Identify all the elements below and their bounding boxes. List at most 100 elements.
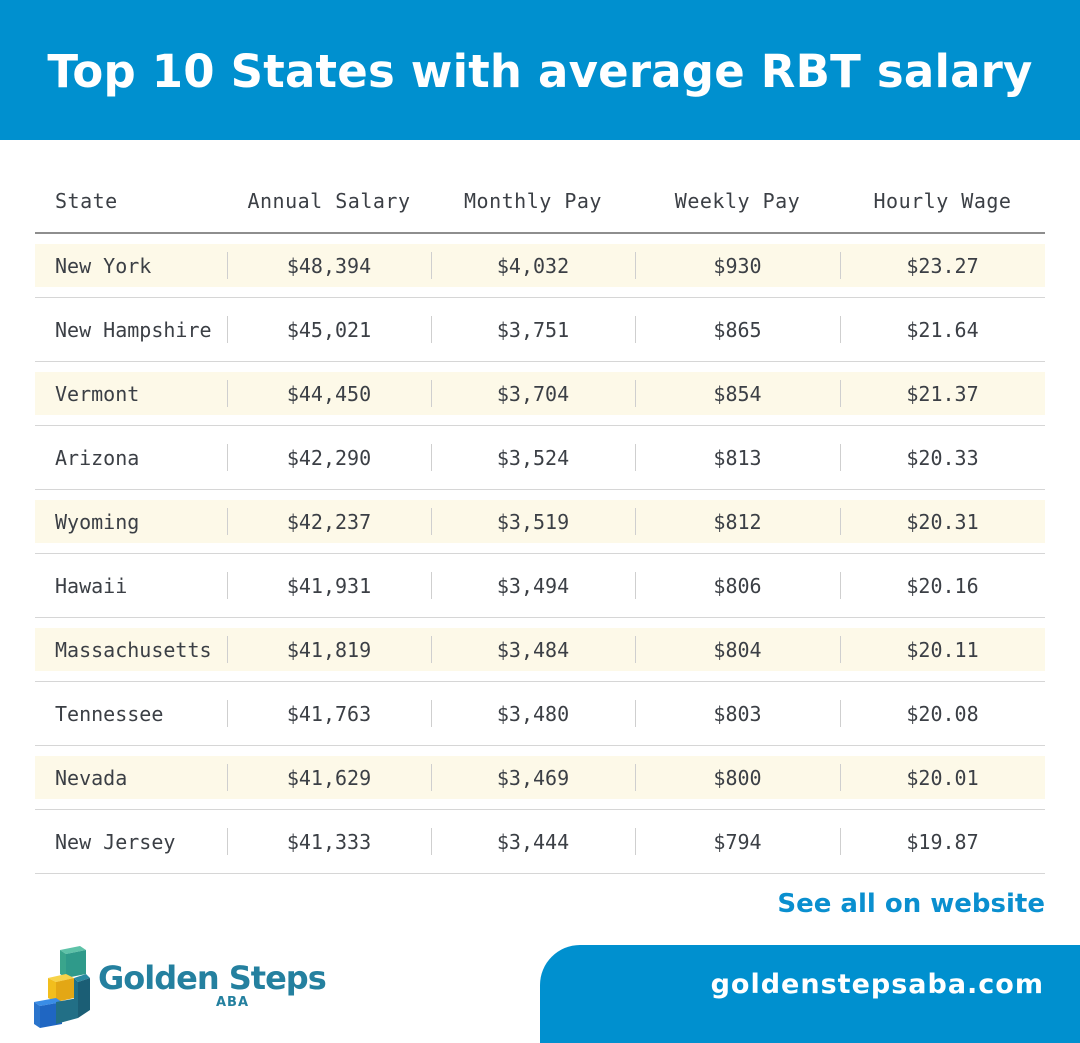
cell-hourly-wage: $20.08 [906,701,979,726]
column-divider [840,828,841,855]
domain-text[interactable]: goldenstepsaba.com [710,969,1044,1000]
table-body: New York $48,394 $4,032 $930 $23.27 New Hamps… [35,234,1045,874]
column-divider [227,316,228,343]
cell-hourly-wage: $20.33 [906,445,979,470]
column-divider [431,572,432,599]
column-divider [227,636,228,663]
column-divider [635,572,636,599]
cell-annual-salary: $48,394 [286,253,372,278]
column-divider [840,380,841,407]
table-row: New Jersey $41,333 $3,444 $794 $19.87 [35,810,1045,874]
column-divider [840,252,841,279]
column-divider [431,444,432,471]
cell-weekly-pay: $804 [713,637,762,662]
table-row: Vermont $44,450 $3,704 $854 $21.37 [35,362,1045,426]
column-divider [840,764,841,791]
column-divider [635,764,636,791]
column-divider [635,700,636,727]
cell-hourly-wage: $21.64 [906,317,979,342]
cell-annual-salary: $41,763 [286,701,372,726]
cell-annual-salary: $42,290 [286,445,372,470]
cell-monthly-pay: $3,480 [496,701,570,726]
column-divider [840,316,841,343]
column-divider [431,252,432,279]
column-divider [840,508,841,535]
column-divider [635,444,636,471]
column-divider [635,380,636,407]
cell-state: New Jersey [55,829,176,854]
cell-monthly-pay: $3,519 [496,509,570,534]
cell-hourly-wage: $20.16 [906,573,979,598]
cell-state: Massachusetts [55,637,212,662]
logo-sub: ABA [216,995,250,1010]
header-state: State [55,189,118,213]
table-row: New Hampshire $45,021 $3,751 $865 $21.64 [35,298,1045,362]
cell-state: New Hampshire [55,317,212,342]
column-divider [840,636,841,663]
header-monthly-pay: Monthly Pay [464,189,602,213]
column-divider [431,636,432,663]
cell-hourly-wage: $21.37 [906,381,979,406]
column-divider [431,316,432,343]
column-divider [431,508,432,535]
cell-weekly-pay: $930 [713,253,762,278]
column-divider [227,764,228,791]
cell-annual-salary: $42,237 [286,509,372,534]
cell-monthly-pay: $3,444 [496,829,570,854]
column-divider [840,572,841,599]
header-banner: Top 10 States with average RBT salary [0,0,1080,140]
column-divider [635,508,636,535]
cell-state: Nevada [55,765,128,790]
row-highlight [35,628,1045,671]
table-row: Arizona $42,290 $3,524 $813 $20.33 [35,426,1045,490]
cell-weekly-pay: $803 [713,701,762,726]
cell-monthly-pay: $3,751 [496,317,570,342]
column-divider [431,380,432,407]
cell-annual-salary: $41,931 [286,573,372,598]
cell-monthly-pay: $3,494 [496,573,570,598]
cell-annual-salary: $41,629 [286,765,372,790]
salary-table: State Annual Salary Monthly Pay Weekly P… [35,170,1045,874]
cell-hourly-wage: $19.87 [906,829,979,854]
column-divider [635,828,636,855]
cell-annual-salary: $41,333 [286,829,372,854]
logo: Golden Steps ABA [30,940,350,1035]
cell-monthly-pay: $3,469 [496,765,570,790]
cell-hourly-wage: $23.27 [906,253,979,278]
row-highlight [35,500,1045,543]
header-annual-salary: Annual Salary [247,189,411,213]
cell-state: Arizona [55,445,140,470]
cell-weekly-pay: $794 [713,829,762,854]
column-divider [227,572,228,599]
cell-weekly-pay: $812 [713,509,762,534]
logo-name: Golden Steps [98,959,327,997]
column-divider [227,828,228,855]
cell-state: Wyoming [55,509,140,534]
cell-annual-salary: $41,819 [286,637,372,662]
row-highlight [35,372,1045,415]
cell-weekly-pay: $854 [713,381,762,406]
table-row: Tennessee $41,763 $3,480 $803 $20.08 [35,682,1045,746]
cell-weekly-pay: $813 [713,445,762,470]
cell-monthly-pay: $4,032 [496,253,570,278]
table-row: Massachusetts $41,819 $3,484 $804 $20.11 [35,618,1045,682]
cell-monthly-pay: $3,484 [496,637,570,662]
cell-state: Tennessee [55,701,164,726]
table-row: Nevada $41,629 $3,469 $800 $20.01 [35,746,1045,810]
cell-state: Hawaii [55,573,128,598]
see-all-link[interactable]: See all on website [777,889,1045,919]
column-divider [227,380,228,407]
column-divider [431,700,432,727]
column-divider [227,444,228,471]
column-divider [227,508,228,535]
cell-state: Vermont [55,381,140,406]
cell-weekly-pay: $865 [713,317,762,342]
cell-state: New York [55,253,152,278]
cell-weekly-pay: $806 [713,573,762,598]
cell-hourly-wage: $20.01 [906,765,979,790]
header-weekly-pay: Weekly Pay [674,189,801,213]
cell-weekly-pay: $800 [713,765,762,790]
column-divider [840,444,841,471]
table-row: Hawaii $41,931 $3,494 $806 $20.16 [35,554,1045,618]
table-header: State Annual Salary Monthly Pay Weekly P… [35,170,1045,234]
